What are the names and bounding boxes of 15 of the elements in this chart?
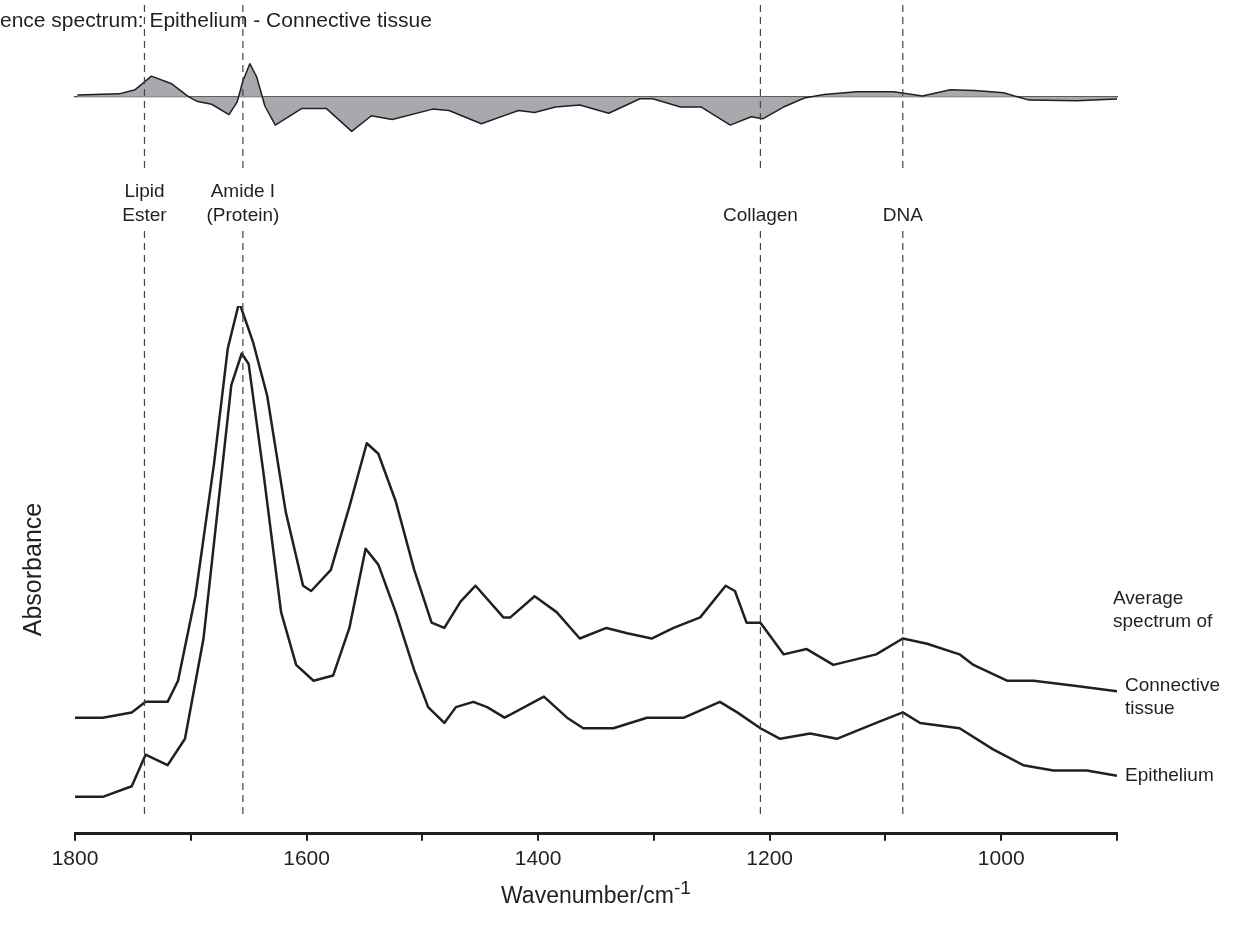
y-axis-title: Absorbance bbox=[17, 503, 47, 637]
chart-title: ence spectrum: Epithelium - Connective tissue bbox=[0, 8, 432, 32]
series-label: Connective tissue bbox=[1125, 674, 1221, 719]
x-tick-label: 1000 bbox=[977, 846, 1025, 870]
x-tick-label: 1400 bbox=[514, 846, 562, 870]
ref-line-label: Collagen bbox=[722, 204, 798, 226]
ref-line-label: DNA bbox=[882, 204, 924, 226]
ref-line-label: Lipid Ester bbox=[122, 180, 168, 226]
x-tick-label: 1600 bbox=[283, 846, 330, 870]
x-axis-title: Wavenumber/cm$^{-1}$ bbox=[500, 876, 692, 909]
ref-line-label: Amide I (Protein) bbox=[206, 180, 280, 226]
annotation: Average spectrum of bbox=[1113, 586, 1214, 632]
x-tick-label: 1200 bbox=[746, 846, 794, 870]
x-tick-label: 1800 bbox=[51, 846, 99, 870]
series-label: Epithelium bbox=[1125, 763, 1214, 785]
